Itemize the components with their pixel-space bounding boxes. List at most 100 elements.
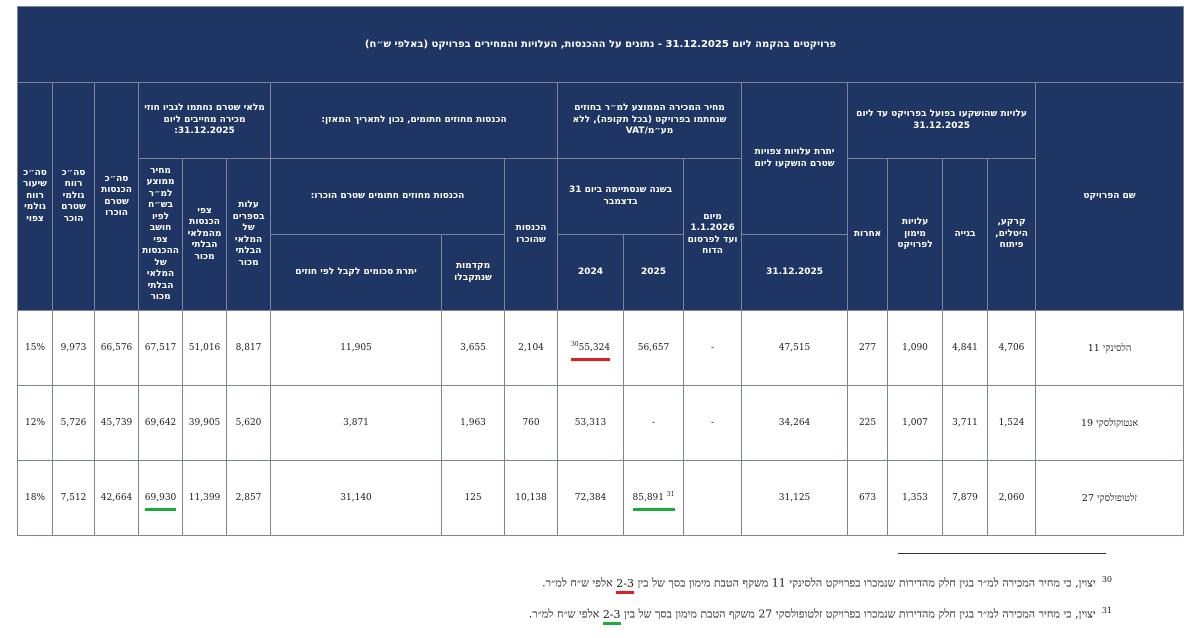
cell-advances: 1,963 — [441, 385, 506, 461]
header-from-2026: מיום 1.1.2026 ועד לפרסום הדוח — [683, 158, 743, 311]
header-gross-margin: סה״כ שיעור רווח גולמי צפוי — [16, 82, 54, 311]
header-avg-price: מחיר המכירה הממוצע למ״ר בחוזים שנחתמו בפ… — [557, 82, 743, 159]
footnote-ref: 30 — [570, 340, 579, 348]
header-construction: בנייה — [942, 158, 989, 311]
cell-remaining: 34,264 — [741, 385, 849, 461]
header-project-name: שם הפרויקט — [1035, 82, 1185, 311]
cell-from-2026: - — [683, 385, 743, 461]
header-unsold-avg-price: מחיר ממוצע למ״ר בש״ח לפיו חושב צפי ההכנס… — [138, 158, 184, 311]
cell-land: 2,060 — [987, 460, 1037, 536]
cell-balance: 3,871 — [270, 385, 443, 461]
cell-total-gross-profit: 7,512 — [52, 460, 96, 536]
cell-gross-margin: 18% — [16, 460, 54, 536]
cell-other: 277 — [847, 310, 889, 386]
footnote-number: 31 — [1101, 606, 1112, 615]
footnote-text-end: אלפי ש״ח למ״ר. — [528, 607, 603, 621]
cell-year-2024: 3055,324 — [557, 310, 625, 386]
cell-gross-margin: 15% — [16, 310, 54, 386]
header-total-gross-profit: סה״כ רווח גולמי שטרם הוכר — [52, 82, 96, 311]
cell-unsold-avg-price: 69,930 — [138, 460, 184, 536]
cell-recognized: 2,104 — [504, 310, 559, 386]
cell-unsold-cost: 5,620 — [226, 385, 272, 461]
table-row: הלסינקי 11 4,706 4,841 1,090 277 47,515 … — [16, 310, 1185, 386]
header-costs-invested: עלויות שהושקעו בפועל בפרויקט עד ליום 31.… — [847, 82, 1037, 159]
cell-unsold-cost: 2,857 — [226, 460, 272, 536]
cell-construction: 7,879 — [942, 460, 989, 536]
cell-project-name: אנטוקולסקי 19 — [1035, 385, 1185, 461]
header-remaining-date: 31.12.2025 — [741, 234, 849, 311]
header-land: קרקע, היטלים, פיתוח — [987, 158, 1037, 311]
cell-total-unrecognized: 45,739 — [94, 385, 140, 461]
cell-advances: 125 — [441, 460, 506, 536]
cell-financing: 1,090 — [887, 310, 944, 386]
footnote-31: 31 יצוין, כי מחיר המכירה למ״ר בגין חלק מה… — [528, 606, 1112, 625]
footnote-highlight-green: 2-3 — [602, 607, 621, 625]
cell-balance: 31,140 — [270, 460, 443, 536]
projects-table: פרויקטים בהקמה ליום 31.12.2025 - נתונים … — [16, 6, 1185, 536]
cell-year-2024: 53,313 — [557, 385, 625, 461]
table-row: אנטוקולסקי 19 1,524 3,711 1,007 225 34,2… — [16, 385, 1185, 461]
cell-unsold-avg-price: 69,642 — [138, 385, 184, 461]
header-other: אחרות — [847, 158, 889, 311]
cell-land: 1,524 — [987, 385, 1037, 461]
cell-remaining: 31,125 — [741, 460, 849, 536]
cell-other: 225 — [847, 385, 889, 461]
header-unsold-cost: עלות בספרים של המלאי הבלתי מכור — [226, 158, 272, 311]
cell-unsold-cost: 8,817 — [226, 310, 272, 386]
cell-gross-margin: 12% — [16, 385, 54, 461]
cell-year-2024: 72,384 — [557, 460, 625, 536]
header-unsold-expected: צפי הכנסות מהמלאי הבלתי מכור — [182, 158, 228, 311]
cell-remaining: 47,515 — [741, 310, 849, 386]
cell-year-2025: 31 85,891 — [623, 460, 685, 536]
header-remaining-costs: יתרת עלויות צפויות שטרם הושקעו ליום — [741, 82, 849, 235]
cell-project-name: הלסינקי 11 — [1035, 310, 1185, 386]
cell-financing: 1,007 — [887, 385, 944, 461]
cell-recognized: 10,138 — [504, 460, 559, 536]
cell-total-gross-profit: 5,726 — [52, 385, 96, 461]
footnote-text: יצוין, כי מחיר המכירה למ״ר בגין חלק מהדי… — [620, 607, 1096, 621]
cell-unsold-avg-price: 67,517 — [138, 310, 184, 386]
cell-year-2025: 56,657 — [623, 310, 685, 386]
cell-unsold-expected: 11,399 — [182, 460, 228, 536]
cell-year-2025: - — [623, 385, 685, 461]
cell-land: 4,706 — [987, 310, 1037, 386]
cell-advances: 3,655 — [441, 310, 506, 386]
red-underline-highlight: 3055,324 — [570, 340, 611, 361]
header-unsold-group: מלאי שטרם נחתמו לגביו חוזי מכירה מחייבים… — [138, 82, 272, 159]
header-year-2025: 2025 — [623, 234, 685, 311]
footnote-highlight-red: 2-3 — [616, 576, 634, 594]
footnote-separator — [898, 553, 1106, 554]
cell-total-unrecognized: 66,576 — [94, 310, 140, 386]
cell-project-name: זלטופולסקי 27 — [1035, 460, 1185, 536]
cell-construction: 3,711 — [942, 385, 989, 461]
footnote-text: יצוין, כי מחיר המכירה למ״ר בגין חלק מהדי… — [634, 576, 1096, 590]
footnote-30: 30 יצוין, כי מחיר המכירה למ״ר בגין חלק מה… — [542, 575, 1112, 594]
cell-total-gross-profit: 9,973 — [52, 310, 96, 386]
header-year-2024: 2024 — [557, 234, 625, 311]
cell-unsold-expected: 39,905 — [182, 385, 228, 461]
header-unrecognized-group: הכנסות מחוזים חתומים שטרם הוכרו: — [270, 158, 506, 235]
table-title: פרויקטים בהקמה ליום 31.12.2025 - נתונים … — [16, 6, 1185, 83]
cell-from-2026: - — [683, 310, 743, 386]
cell-from-2026 — [683, 460, 743, 536]
cell-total-unrecognized: 42,664 — [94, 460, 140, 536]
green-underline-highlight: 31 85,891 — [632, 490, 675, 511]
header-recognized-revenue: הכנסות שהוכרו — [504, 158, 559, 311]
green-underline-highlight: 69,930 — [144, 492, 177, 511]
footnote-text-end: אלפי ש״ח למ״ר. — [542, 576, 617, 590]
cell-other: 673 — [847, 460, 889, 536]
header-revenue-group: הכנסות מחוזים חתומים, נכון לתאריך המאזן: — [270, 82, 559, 159]
header-total-unrecognized: סה״כ הכנסות שטרם הוכרו — [94, 82, 140, 311]
cell-financing: 1,353 — [887, 460, 944, 536]
header-financing: עלויות מימון לפרויקט — [887, 158, 944, 311]
footnote-number: 30 — [1101, 575, 1112, 584]
header-balance: יתרת סכומים לקבל לפי חוזים — [270, 234, 443, 311]
cell-unsold-expected: 51,016 — [182, 310, 228, 386]
cell-balance: 11,905 — [270, 310, 443, 386]
cell-recognized: 760 — [504, 385, 559, 461]
footnote-ref: 31 — [666, 490, 675, 498]
table-row: זלטופולסקי 27 2,060 7,879 1,353 673 31,1… — [16, 460, 1185, 536]
cell-construction: 4,841 — [942, 310, 989, 386]
header-year-ended: בשנה שנסתיימה ביום 31 בדצמבר — [557, 158, 685, 235]
header-advances: מקדמות שנתקבלו — [441, 234, 506, 311]
